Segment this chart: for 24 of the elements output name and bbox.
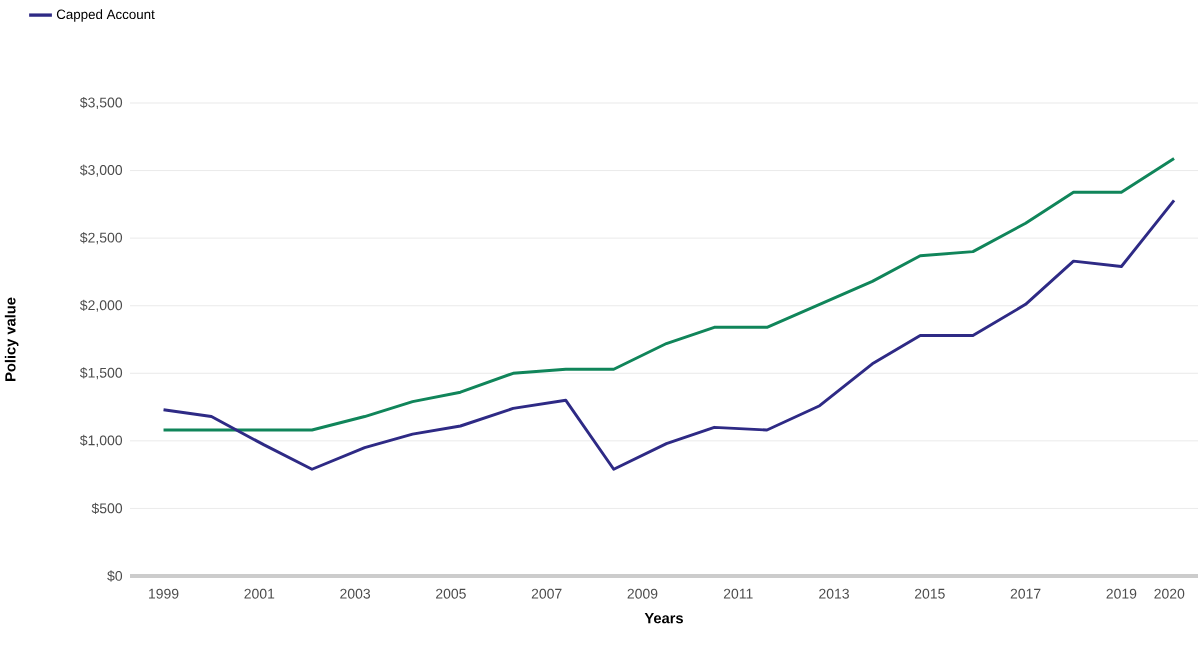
y-tick-label: $500 <box>91 502 123 515</box>
y-tick-label: $2,000 <box>79 299 123 312</box>
legend-label: Capped Account <box>56 9 155 22</box>
x-tick-label: 2015 <box>914 588 945 599</box>
y-axis-title: Policy value <box>4 297 19 381</box>
x-axis-title: Years <box>644 613 683 624</box>
x-tick-label: 2005 <box>436 588 466 599</box>
x-tick-label: 2020 <box>1154 588 1185 599</box>
x-tick-label: 2007 <box>531 588 562 599</box>
y-tick-label: $1,500 <box>79 367 123 380</box>
x-tick-label: 2009 <box>627 588 658 599</box>
y-tick-label: $2,500 <box>79 232 123 245</box>
line-series <box>162 198 1176 471</box>
x-tick-label: 2017 <box>1010 588 1041 599</box>
x-tick-label: 2003 <box>340 588 371 599</box>
y-tick-label: $3,500 <box>79 96 123 110</box>
x-tick-label: 2019 <box>1106 588 1137 599</box>
y-tick-label: $0 <box>107 570 123 582</box>
x-tick-label: 2013 <box>819 588 849 599</box>
x-tick-label: 2001 <box>244 588 275 599</box>
x-tick-label: 2011 <box>723 588 753 599</box>
x-tick-label: 1999 <box>149 588 179 599</box>
y-tick-label: $1,000 <box>79 434 123 447</box>
y-tick-label: $3,000 <box>79 164 123 177</box>
